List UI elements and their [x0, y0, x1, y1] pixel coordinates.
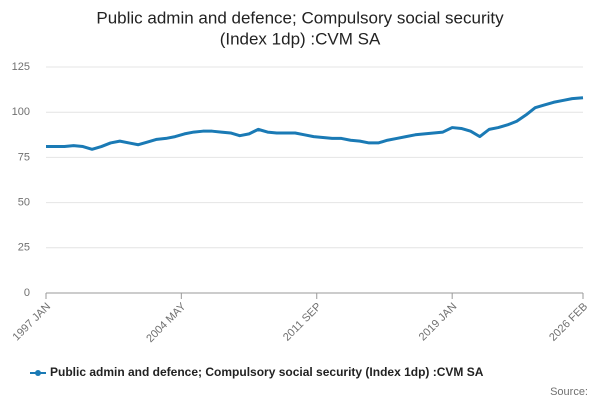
source-label: Source: [550, 386, 588, 398]
x-tick-label: 1997 JAN [11, 301, 54, 344]
x-tick-label: 2019 JAN [417, 301, 460, 344]
data-line [46, 96, 584, 151]
x-tick-label: 2004 MAY [144, 300, 189, 345]
y-tick-label: 100 [12, 106, 30, 118]
legend-marker [35, 370, 41, 376]
y-tick-label: 0 [24, 287, 30, 299]
x-tick-label: 2011 SEP [281, 301, 324, 344]
legend-label: Public admin and defence; Compulsory soc… [50, 365, 484, 379]
y-tick-label: 75 [18, 151, 30, 163]
x-tick-label: 2026 FEB [547, 301, 590, 344]
y-tick-label: 25 [18, 242, 30, 254]
chart-title: Public admin and defence; Compulsory soc… [96, 8, 504, 27]
chart-title: (Index 1dp) :CVM SA [220, 29, 381, 48]
y-tick-label: 50 [18, 197, 30, 209]
y-tick-label: 125 [12, 61, 30, 73]
